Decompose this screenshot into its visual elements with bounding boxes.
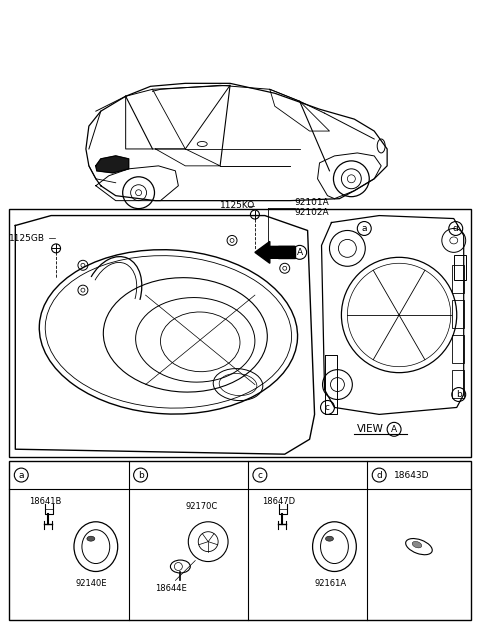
Text: 1125KO: 1125KO <box>220 201 255 210</box>
Text: b: b <box>456 390 462 399</box>
Text: 92102A: 92102A <box>295 208 329 217</box>
Text: 18643D: 18643D <box>394 471 430 479</box>
Bar <box>452 335 464 362</box>
Bar <box>454 256 466 280</box>
Text: b: b <box>138 471 144 479</box>
Bar <box>452 369 464 398</box>
Ellipse shape <box>325 536 334 541</box>
Text: 18641B: 18641B <box>29 498 61 506</box>
Polygon shape <box>255 241 295 263</box>
Text: 92140E: 92140E <box>76 579 108 588</box>
Bar <box>452 300 464 328</box>
Text: 18647D: 18647D <box>262 498 295 506</box>
Text: a: a <box>19 471 24 479</box>
Text: A: A <box>391 425 397 434</box>
Text: c: c <box>257 471 263 479</box>
Text: d: d <box>453 224 458 233</box>
Text: 92101A: 92101A <box>295 198 329 207</box>
Bar <box>9 461 471 620</box>
Text: c: c <box>325 403 330 412</box>
Text: A: A <box>297 248 303 257</box>
Polygon shape <box>96 156 129 173</box>
Text: d: d <box>376 471 382 479</box>
Ellipse shape <box>87 536 95 541</box>
Text: 92161A: 92161A <box>314 579 347 588</box>
Text: VIEW: VIEW <box>357 424 384 434</box>
Polygon shape <box>278 246 295 258</box>
Text: 1125GB: 1125GB <box>9 234 45 243</box>
Text: 92170C: 92170C <box>185 503 217 511</box>
Bar <box>452 265 464 293</box>
Text: a: a <box>361 224 367 233</box>
Text: 18644E: 18644E <box>156 584 187 593</box>
Ellipse shape <box>412 541 422 548</box>
Bar <box>9 209 471 457</box>
